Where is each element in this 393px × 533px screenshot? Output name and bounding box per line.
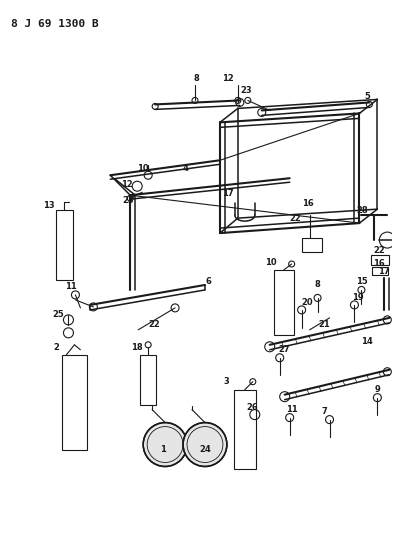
Text: 10: 10	[265, 257, 277, 266]
Text: 18: 18	[131, 343, 143, 352]
Text: 17: 17	[378, 268, 390, 277]
Text: 28: 28	[356, 206, 368, 215]
Text: 12: 12	[121, 180, 133, 189]
Text: 8: 8	[193, 74, 199, 83]
Text: 13: 13	[43, 200, 54, 209]
Bar	[140, 355, 156, 405]
Text: 7: 7	[322, 407, 327, 416]
Text: 20: 20	[302, 298, 314, 308]
Text: 15: 15	[356, 278, 367, 286]
Text: 8: 8	[315, 280, 320, 289]
Text: 26: 26	[246, 403, 258, 412]
Text: 5: 5	[364, 92, 370, 101]
Bar	[55, 210, 73, 280]
Bar	[373, 267, 388, 275]
Bar	[274, 270, 294, 335]
Text: 25: 25	[53, 310, 64, 319]
Text: 12: 12	[222, 74, 234, 83]
Bar	[62, 355, 87, 449]
Text: 27: 27	[278, 345, 290, 354]
Text: 16: 16	[302, 199, 314, 208]
Text: 2: 2	[53, 343, 59, 352]
Text: 1: 1	[160, 445, 166, 454]
Text: 11: 11	[286, 405, 298, 414]
Text: 14: 14	[362, 337, 373, 346]
Text: 23: 23	[123, 196, 134, 205]
Text: 22: 22	[148, 320, 160, 329]
Text: 22: 22	[290, 214, 301, 223]
Text: 23: 23	[240, 86, 252, 95]
Text: 10: 10	[138, 164, 149, 173]
Circle shape	[183, 423, 227, 466]
Text: 6: 6	[205, 278, 211, 286]
Bar	[371, 255, 389, 265]
Bar	[301, 238, 321, 252]
Text: 17: 17	[222, 189, 234, 198]
Text: 3: 3	[223, 377, 229, 386]
Text: 4: 4	[182, 164, 188, 173]
Text: 8 J 69 1300 B: 8 J 69 1300 B	[11, 19, 98, 29]
Bar	[234, 390, 256, 470]
Text: 21: 21	[319, 320, 331, 329]
Text: 9: 9	[375, 385, 380, 394]
Text: 24: 24	[199, 445, 211, 454]
Text: 16: 16	[373, 259, 385, 268]
Text: 22: 22	[373, 246, 385, 255]
Text: 19: 19	[352, 294, 363, 302]
Text: 11: 11	[64, 282, 76, 292]
Circle shape	[143, 423, 187, 466]
